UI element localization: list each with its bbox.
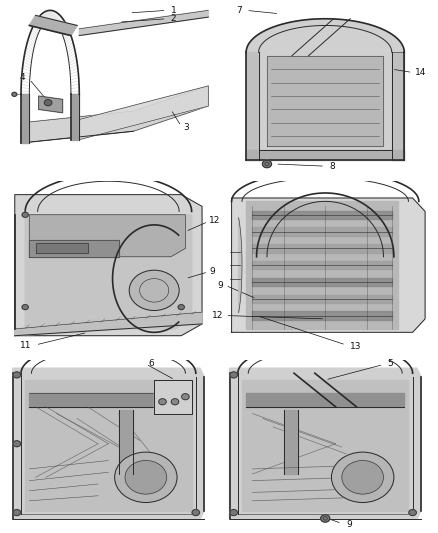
Polygon shape — [154, 380, 192, 414]
Text: 13: 13 — [350, 342, 362, 351]
Circle shape — [230, 372, 237, 378]
Polygon shape — [15, 312, 202, 336]
Polygon shape — [29, 215, 185, 257]
Polygon shape — [79, 86, 208, 140]
Circle shape — [321, 515, 330, 522]
Polygon shape — [35, 244, 88, 253]
Polygon shape — [25, 380, 192, 511]
Circle shape — [13, 441, 21, 447]
Circle shape — [342, 461, 384, 494]
Circle shape — [129, 270, 179, 311]
Polygon shape — [13, 368, 204, 519]
Text: 4: 4 — [20, 72, 25, 82]
Text: 14: 14 — [415, 68, 426, 77]
Circle shape — [262, 160, 272, 168]
Polygon shape — [246, 52, 258, 160]
Circle shape — [12, 92, 17, 96]
Circle shape — [332, 452, 394, 503]
Polygon shape — [230, 368, 421, 519]
Circle shape — [125, 461, 166, 494]
Polygon shape — [392, 52, 404, 160]
Circle shape — [159, 399, 166, 405]
Polygon shape — [15, 195, 202, 336]
Polygon shape — [79, 10, 208, 36]
Text: 7: 7 — [236, 5, 242, 14]
Polygon shape — [232, 198, 425, 333]
Text: 3: 3 — [183, 123, 189, 132]
Circle shape — [409, 510, 417, 515]
Polygon shape — [252, 244, 392, 253]
Circle shape — [22, 305, 28, 310]
Polygon shape — [246, 201, 398, 329]
Text: 2: 2 — [171, 14, 177, 23]
Polygon shape — [119, 410, 133, 474]
Polygon shape — [252, 228, 392, 236]
Polygon shape — [252, 278, 392, 286]
Polygon shape — [252, 295, 392, 303]
Circle shape — [13, 372, 21, 378]
Polygon shape — [246, 150, 404, 160]
Text: 9: 9 — [209, 266, 215, 276]
Circle shape — [22, 212, 28, 217]
Circle shape — [192, 510, 200, 515]
Text: 9: 9 — [218, 281, 223, 290]
Text: 9: 9 — [346, 520, 352, 529]
Circle shape — [13, 510, 21, 515]
Circle shape — [115, 452, 177, 503]
Polygon shape — [252, 261, 392, 269]
Text: 8: 8 — [329, 162, 335, 171]
Text: 6: 6 — [148, 359, 154, 368]
Polygon shape — [39, 96, 63, 113]
Circle shape — [178, 305, 184, 310]
Circle shape — [182, 394, 189, 400]
Text: 12: 12 — [209, 216, 221, 225]
Text: 5: 5 — [388, 359, 393, 368]
Text: 11: 11 — [20, 341, 32, 350]
Circle shape — [44, 100, 52, 106]
Polygon shape — [71, 94, 79, 140]
Polygon shape — [25, 215, 192, 329]
Polygon shape — [21, 94, 29, 143]
Text: 1: 1 — [171, 5, 177, 14]
Polygon shape — [21, 86, 208, 143]
Polygon shape — [29, 15, 77, 36]
Polygon shape — [239, 217, 242, 313]
Circle shape — [230, 510, 237, 515]
Polygon shape — [252, 211, 392, 219]
Polygon shape — [246, 19, 404, 160]
Polygon shape — [267, 56, 384, 147]
Polygon shape — [284, 410, 298, 474]
Polygon shape — [29, 393, 187, 407]
Text: 12: 12 — [212, 311, 223, 320]
Polygon shape — [246, 393, 404, 407]
Polygon shape — [252, 311, 392, 320]
Circle shape — [171, 399, 179, 405]
Polygon shape — [242, 380, 408, 511]
Polygon shape — [29, 240, 119, 257]
